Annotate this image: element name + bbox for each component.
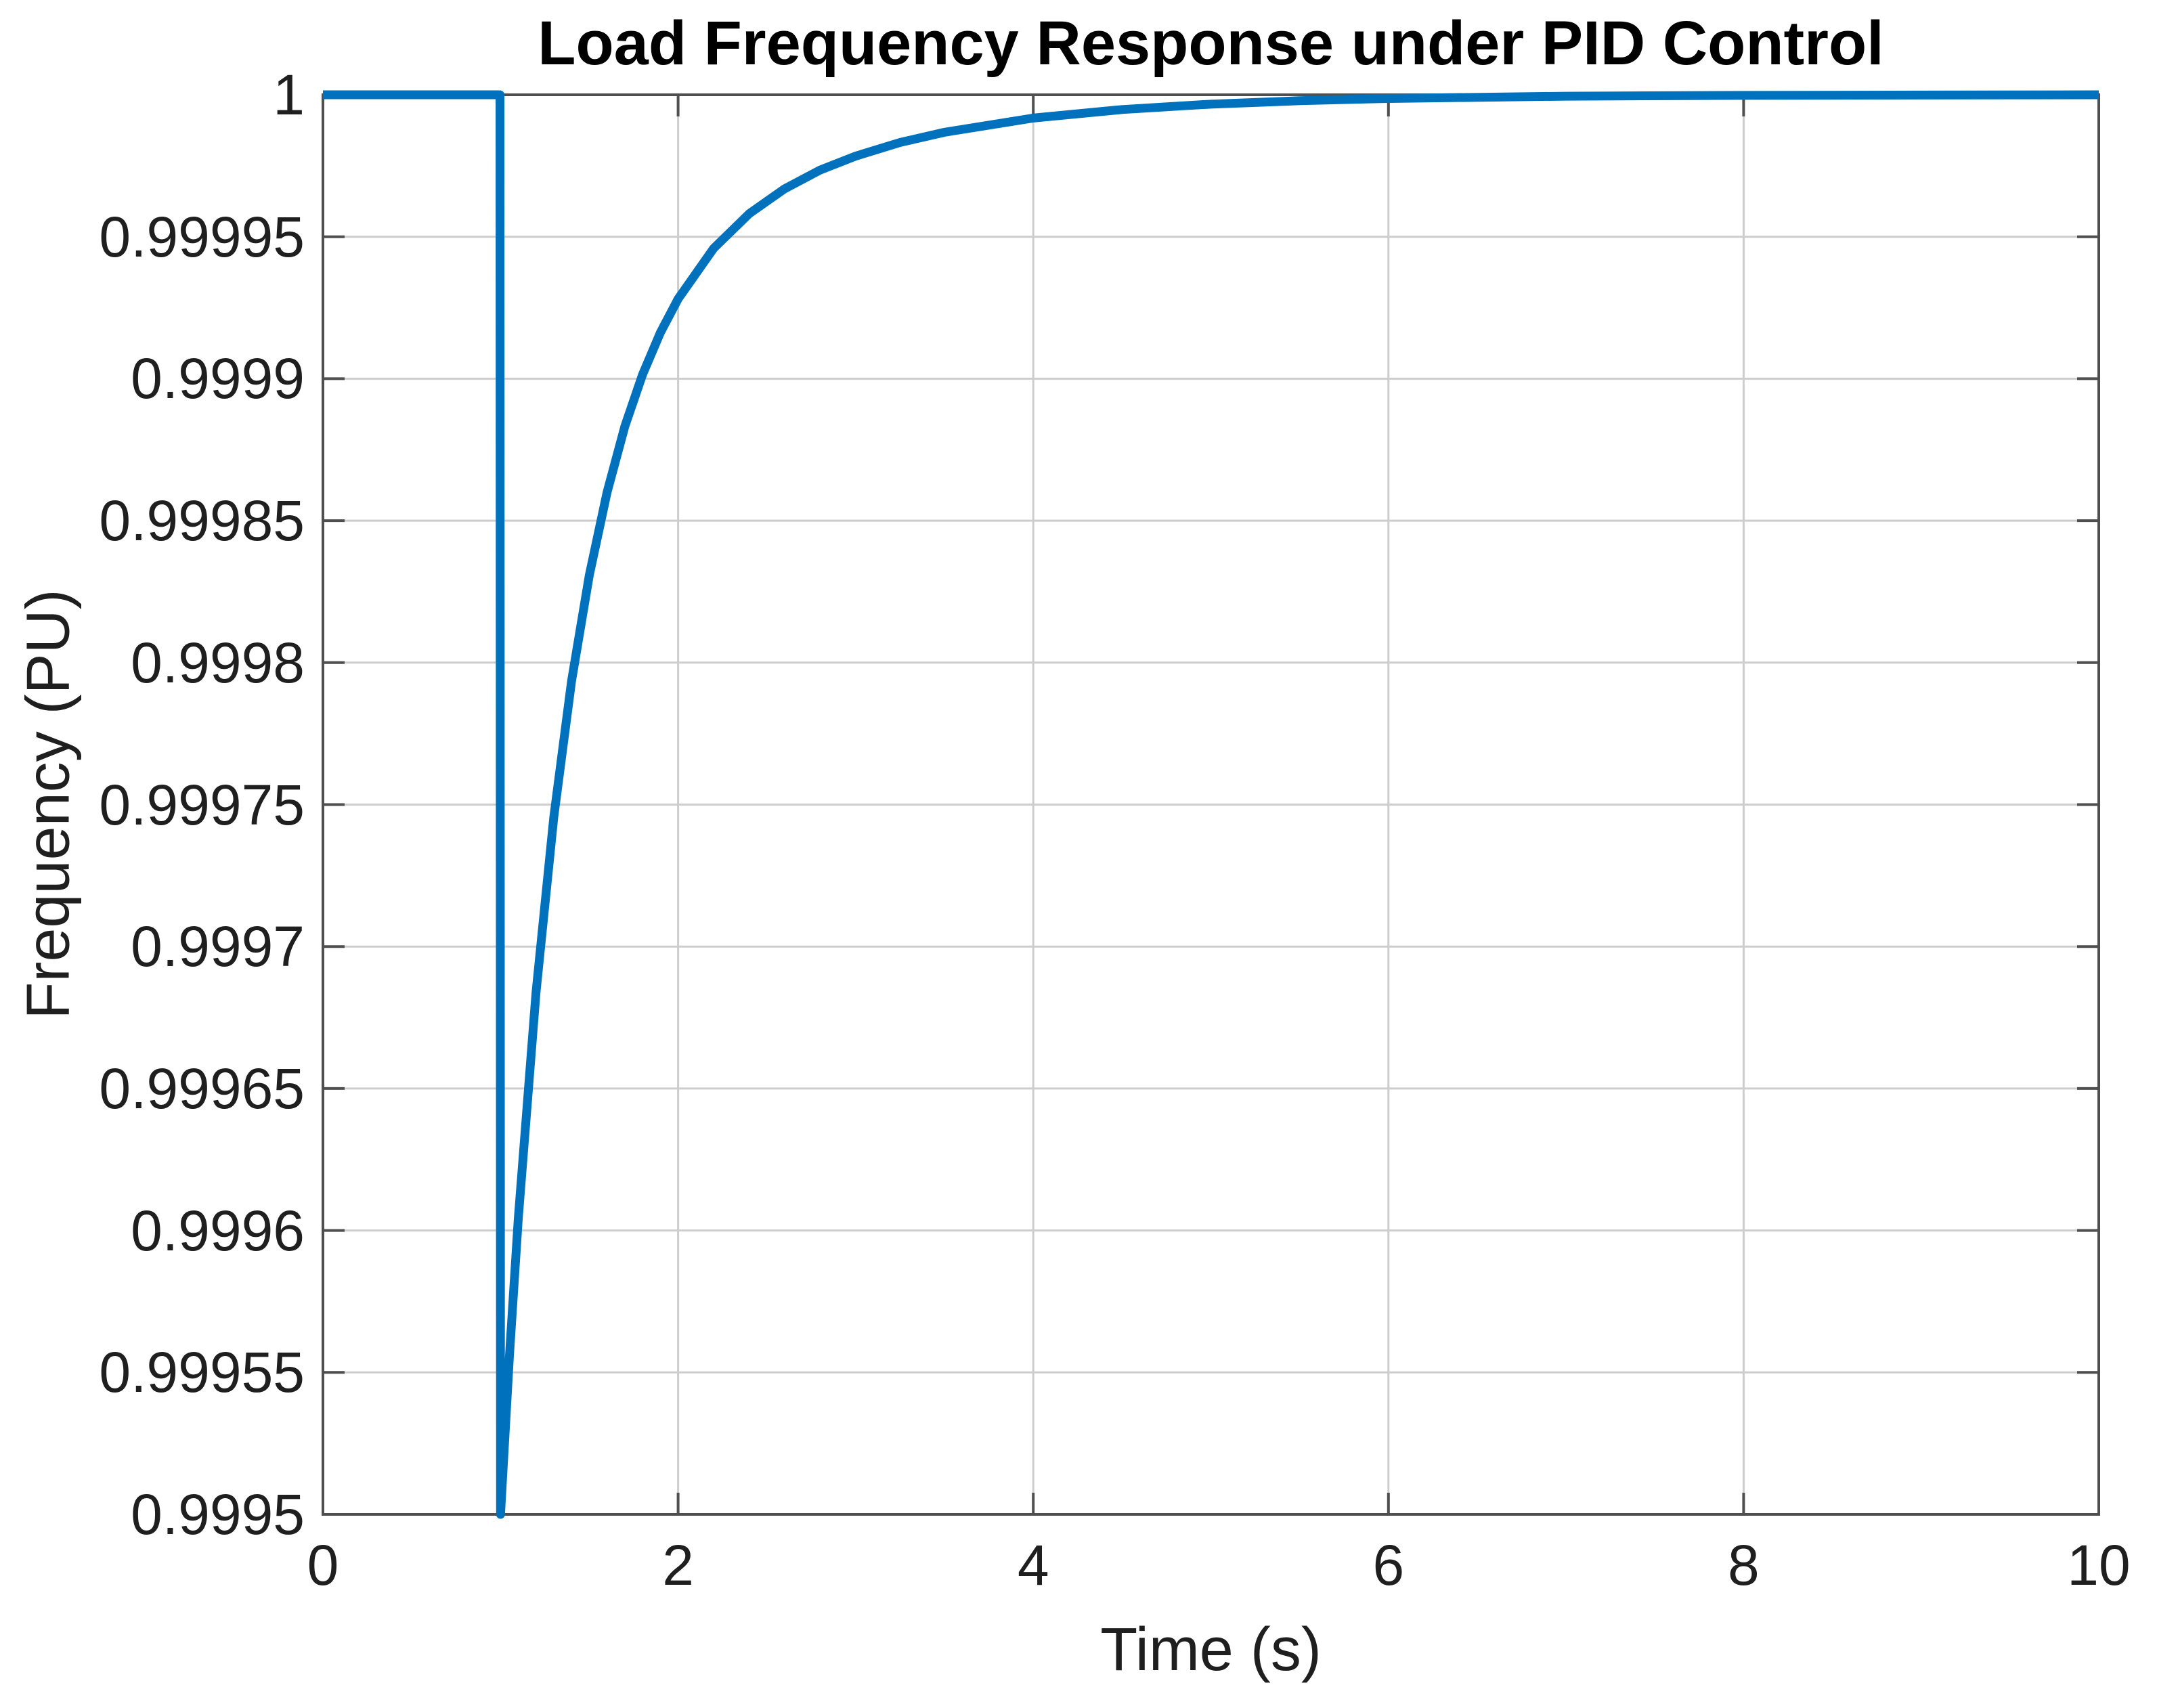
frequency-response-line [323, 90, 2099, 1519]
x-tick-label: 4 [1017, 1533, 1049, 1597]
x-tick-label: 2 [662, 1533, 694, 1597]
x-axis-label: Time (s) [1100, 1616, 1322, 1684]
y-tick-label: 0.99955 [99, 1340, 305, 1405]
y-tick-label: 0.99995 [99, 204, 305, 269]
y-tick-label: 0.99965 [99, 1056, 305, 1120]
x-tick-label: 0 [307, 1533, 339, 1597]
y-tick-label: 0.9999 [131, 347, 305, 411]
x-tick-label: 10 [2067, 1533, 2131, 1597]
x-tick-label: 6 [1372, 1533, 1405, 1597]
chart-title: Load Frequency Response under PID Contro… [538, 9, 1884, 78]
y-tick-label: 0.99985 [99, 489, 305, 553]
y-tick-label: 1 [273, 63, 305, 127]
x-tick-label: 8 [1728, 1533, 1760, 1597]
y-tick-label: 0.9996 [131, 1198, 305, 1263]
y-tick-label: 0.9998 [131, 630, 305, 695]
y-tick-label: 0.9995 [131, 1483, 305, 1546]
y-tick-label: 0.9997 [131, 915, 305, 979]
y-tick-label: 0.99975 [99, 772, 305, 837]
